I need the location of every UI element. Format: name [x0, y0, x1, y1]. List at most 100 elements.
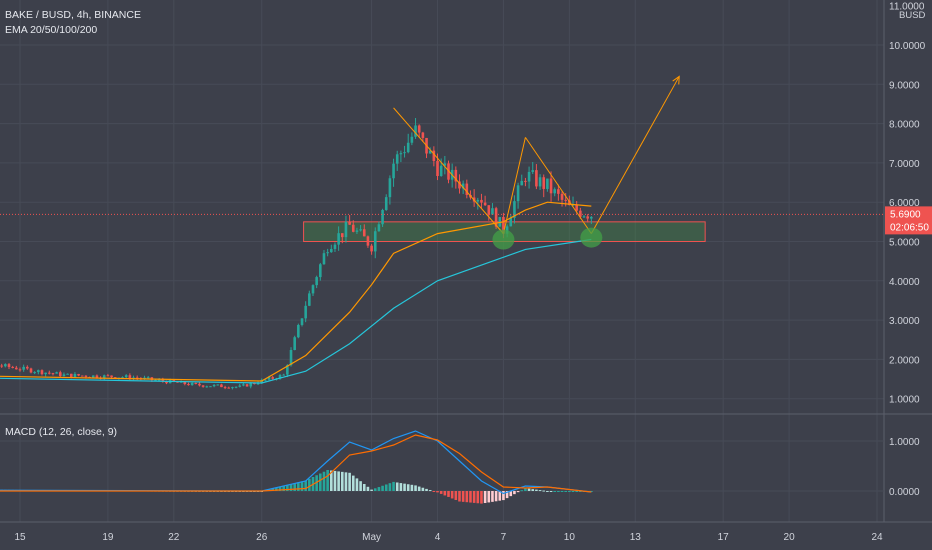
candle-body: [238, 385, 242, 387]
macd-histogram-bar: [428, 490, 432, 492]
symbol-title[interactable]: BAKE / BUSD, 4h, BINANCE: [5, 9, 141, 21]
candle-body: [26, 366, 29, 369]
candle-body: [340, 233, 344, 238]
candle-body: [135, 377, 139, 379]
candle-body: [535, 170, 538, 187]
time-tick-label: 19: [102, 532, 114, 543]
candle-body: [216, 384, 220, 386]
candle-body: [55, 372, 58, 374]
candle-body: [157, 379, 161, 381]
time-tick-label: May: [362, 532, 381, 543]
candle-body: [271, 377, 275, 379]
macd-histogram-bar: [403, 483, 406, 491]
candle-body: [527, 171, 531, 182]
candle-body: [531, 170, 535, 172]
price-tick-label: 10.0000: [889, 41, 926, 52]
macd-histogram-bar: [410, 484, 414, 491]
candle-body: [154, 379, 157, 381]
time-tick-label: 24: [871, 532, 883, 543]
candle-body: [143, 377, 146, 379]
macd-histogram-bar: [373, 488, 377, 491]
candle-body: [582, 216, 586, 218]
macd-histogram-bar: [443, 491, 447, 496]
candle-body: [286, 365, 289, 375]
candle-body: [447, 163, 450, 180]
candle-body: [11, 366, 14, 368]
macd-histogram-bar: [542, 490, 546, 492]
candle-body: [205, 386, 209, 388]
candle-body: [439, 165, 443, 177]
macd-histogram-bar: [568, 491, 571, 492]
time-tick-label: 20: [784, 532, 796, 543]
candle-body: [18, 369, 22, 371]
candle-body: [355, 230, 359, 232]
candle-body: [428, 150, 432, 154]
candle-body: [267, 377, 271, 380]
ema-indicator-label[interactable]: EMA 20/50/100/200: [5, 24, 98, 36]
candle-body: [483, 202, 487, 206]
macd-histogram-bar: [289, 484, 293, 491]
macd-histogram-bar: [308, 478, 311, 491]
macd-histogram-bar: [275, 487, 278, 491]
candle-body: [234, 386, 238, 388]
macd-histogram-bar: [395, 482, 399, 491]
candle-body: [124, 375, 128, 378]
candle-body: [0, 365, 3, 367]
macd-histogram-bar: [546, 491, 549, 492]
macd-histogram-bar: [575, 491, 578, 492]
candle-body: [319, 264, 322, 278]
candle-body: [227, 387, 231, 389]
macd-histogram-bar: [483, 491, 487, 504]
candle-body: [190, 382, 194, 386]
candle-body: [95, 375, 99, 378]
price-tick-label: 3.0000: [889, 316, 920, 327]
candle-body: [264, 379, 267, 381]
candle-body: [487, 205, 491, 215]
candle-body: [326, 252, 329, 254]
pattern-line: [524, 137, 592, 234]
macd-histogram-bar: [330, 470, 333, 491]
countdown-label: 02:06:50: [890, 222, 929, 233]
time-tick-label: 26: [256, 532, 268, 543]
macd-histogram-bar: [278, 486, 282, 491]
candle-body: [183, 381, 187, 385]
candle-body: [128, 375, 132, 379]
candle-body: [58, 372, 62, 377]
time-tick-label: 13: [630, 532, 642, 543]
time-tick-label: 17: [718, 532, 730, 543]
candle-body: [187, 384, 190, 386]
price-tick-label: 11.0000: [889, 2, 925, 13]
candle-body: [377, 224, 381, 232]
macd-histogram-bar: [535, 489, 538, 491]
price-tick-label: 4.0000: [889, 277, 920, 288]
macd-indicator-label[interactable]: MACD (12, 26, close, 9): [5, 426, 118, 438]
macd-histogram-bar: [458, 491, 461, 502]
candle-body: [256, 383, 260, 385]
macd-histogram-bar: [319, 473, 322, 491]
candle-body: [560, 193, 564, 200]
macd-histogram-bar: [476, 491, 480, 504]
candle-body: [395, 154, 399, 164]
candle-body: [436, 160, 439, 177]
macd-legend: MACD (12, 26, close, 9): [5, 425, 117, 440]
candle-body: [344, 221, 348, 238]
macd-histogram-bar: [304, 480, 307, 491]
candle-body: [443, 163, 447, 166]
macd-histogram-bar: [447, 491, 450, 497]
candle-body: [51, 373, 55, 375]
candle-body: [311, 285, 315, 294]
price-tick-label: 1.0000: [889, 395, 920, 406]
macd-histogram-bar: [432, 491, 436, 492]
price-tick-label: 2.0000: [889, 355, 920, 366]
price-tick-label: 9.0000: [889, 80, 920, 91]
candle-body: [351, 224, 355, 232]
candle-body: [282, 374, 285, 376]
candle-body: [91, 375, 95, 378]
macd-histogram-bar: [450, 491, 454, 499]
macd-histogram-bar: [498, 491, 502, 501]
candle-body: [392, 163, 395, 179]
candle-body: [410, 136, 414, 143]
candle-body: [84, 375, 88, 377]
candle-body: [590, 216, 593, 219]
